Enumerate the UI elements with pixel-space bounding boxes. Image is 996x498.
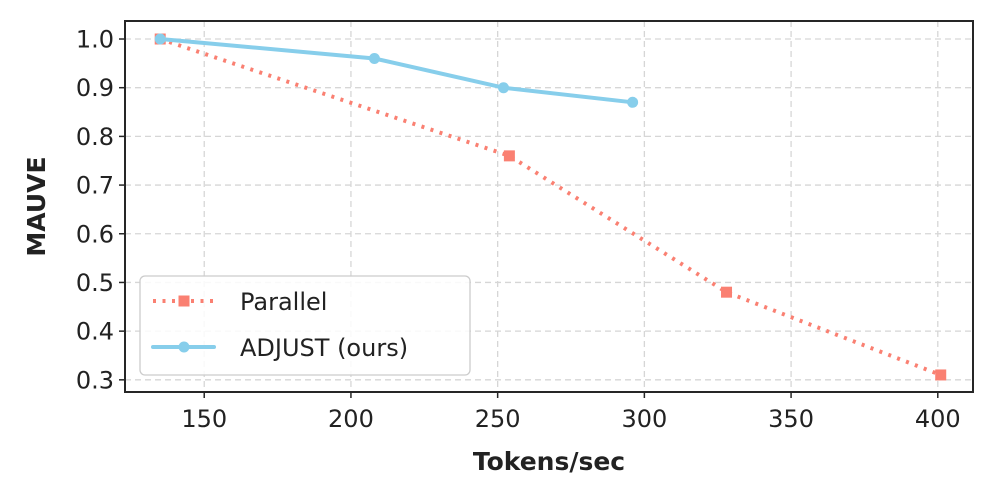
legend-marker-parallel [178,295,190,307]
parallel-point [935,369,947,381]
x-tick-label: 350 [768,405,814,433]
x-tick-label: 400 [915,405,961,433]
y-tick-label: 1.0 [76,26,114,54]
y-tick-label: 0.8 [76,123,114,151]
x-tick-label: 300 [621,405,667,433]
adjust-ours-point [368,52,380,64]
y-tick-label: 0.6 [76,220,114,248]
y-tick-label: 0.5 [76,269,114,297]
adjust-ours-line [158,37,635,105]
legend-label-parallel: Parallel [240,288,327,316]
x-axis-label: Tokens/sec [473,447,625,476]
adjust-ours-point [154,33,166,45]
legend-marker-adjust-ours [178,341,190,353]
parallel-point [721,286,733,298]
parallel-point [503,150,515,162]
y-tick-label: 0.3 [76,366,114,394]
series-adjust-ours [154,33,639,108]
y-tick-label: 0.4 [76,318,114,346]
x-tick-label: 150 [181,405,227,433]
legend-label-adjust-ours: ADJUST (ours) [240,334,408,362]
legend: Parallel ADJUST (ours) [139,275,471,376]
x-tick-label: 250 [475,405,521,433]
legend-item-adjust-ours: ADJUST (ours) [151,334,408,362]
series-layer [154,33,947,381]
legend-item-parallel: Parallel [153,288,327,316]
axis-ticks: 150 200 250 300 350 400 0.3 0.4 0.5 0.6 0.7 0.8 0.9 1… [76,26,961,433]
adjust-ours-point [498,82,510,94]
parallel-line [159,37,942,377]
y-tick-label: 0.9 [76,74,114,102]
adjust-ours-point [627,96,639,108]
y-tick-label: 0.7 [76,172,114,200]
y-axis-label: MAUVE [22,156,51,256]
x-tick-label: 200 [328,405,374,433]
plot-area-frame [124,20,974,393]
legend-frame [139,275,471,376]
